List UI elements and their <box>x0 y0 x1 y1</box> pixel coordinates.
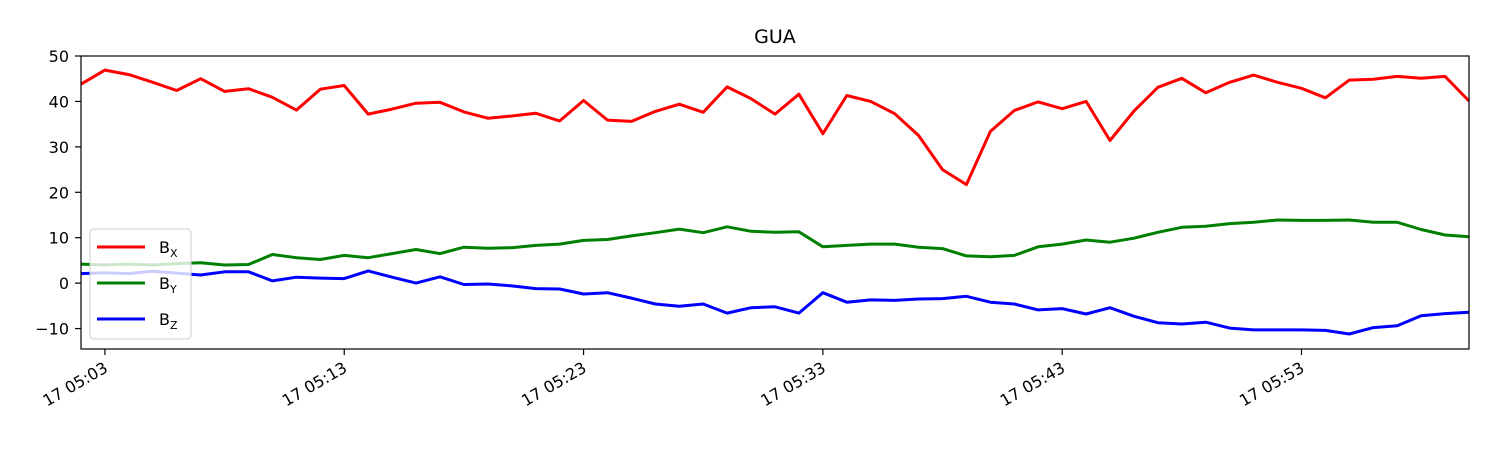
series-layer <box>80 68 1471 336</box>
y-tick-label: 40 <box>49 92 69 111</box>
x-tick-label: 17 05:03 <box>39 358 110 410</box>
x-tick-label: 17 05:53 <box>1236 358 1307 410</box>
y-tick-label: 20 <box>49 183 69 202</box>
series-line-bx <box>80 68 1471 187</box>
series-line-bz <box>80 269 1470 336</box>
legend-label-by: BY <box>159 274 177 296</box>
series-line-by <box>80 218 1470 267</box>
plot-frame <box>80 55 1470 350</box>
x-tick-label: 17 05:13 <box>279 358 350 410</box>
y-tick-label: −10 <box>35 320 69 339</box>
y-tick-label: 50 <box>49 47 69 66</box>
x-tick-label: 17 05:33 <box>757 358 828 410</box>
y-tick-label: 0 <box>59 274 69 293</box>
legend: BX BY BZ <box>89 228 192 340</box>
legend-label-bx: BX <box>159 238 178 260</box>
x-tick-label: 17 05:23 <box>518 358 589 410</box>
axes-layer: −10 0 10 20 30 40 50 17 05:03 17 05:13 17 05:23 17… <box>35 47 1470 410</box>
chart-title: GUA <box>754 26 796 48</box>
legend-label-bz: BZ <box>159 310 178 332</box>
y-tick-label: 30 <box>49 138 69 157</box>
x-tick-label: 17 05:43 <box>997 358 1068 410</box>
y-tick-label: 10 <box>49 229 69 248</box>
